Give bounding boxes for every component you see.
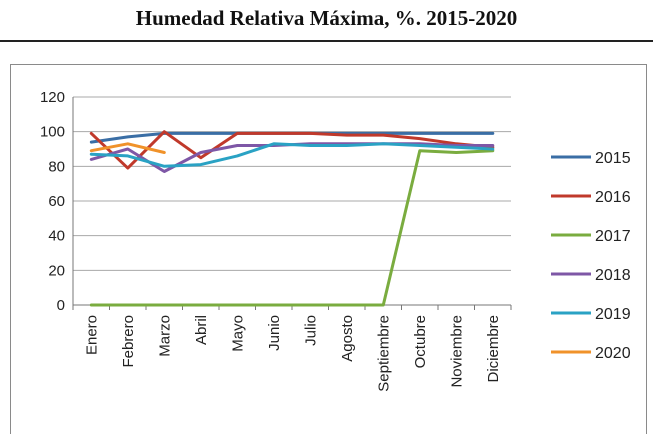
x-tick-label-septiembre: Septiembre [375, 315, 392, 392]
x-tick-label-junio: Junio [266, 315, 283, 351]
legend-label-2018: 2018 [595, 267, 631, 284]
series-line-2016 [89, 130, 495, 170]
legend-label-2015: 2015 [595, 150, 631, 167]
legend-label-2016: 2016 [595, 189, 631, 206]
x-tick-label-febrero: Febrero [120, 315, 137, 368]
y-tick-label-80: 80 [48, 158, 65, 175]
series-line-2020 [89, 142, 166, 154]
y-tick-label-20: 20 [48, 262, 65, 279]
legend-label-2017: 2017 [595, 228, 631, 245]
series-line-2017 [89, 149, 495, 307]
x-tick-label-enero: Enero [83, 315, 100, 355]
x-tick-label-mayo: Mayo [229, 315, 246, 352]
page-title: Humedad Relativa Máxima, %. 2015-2020 [135, 6, 518, 30]
x-tick-label-agosto: Agosto [339, 315, 356, 362]
legend-label-2019: 2019 [595, 306, 631, 323]
x-tick-label-abril: Abril [193, 315, 210, 345]
x-tick-label-octubre: Octubre [412, 315, 429, 368]
title-divider [0, 40, 653, 42]
x-tick-label-noviembre: Noviembre [448, 315, 465, 388]
x-tick-label-marzo: Marzo [156, 315, 173, 357]
chart-frame: 0 20 40 60 80 100 120 Enero Febrero Marzo Abril May… [10, 64, 647, 434]
y-tick-label-60: 60 [48, 193, 65, 210]
y-tick-label-120: 120 [40, 89, 65, 106]
x-tick-label-diciembre: Diciembre [485, 315, 502, 383]
y-tick-label-100: 100 [40, 124, 65, 141]
y-tick-label-40: 40 [48, 228, 65, 245]
legend-label-2020: 2020 [595, 345, 631, 362]
x-tick-label-julio: Julio [302, 315, 319, 346]
series-line-2019 [89, 142, 495, 168]
y-tick-label-0: 0 [57, 297, 65, 314]
line-chart: 0 20 40 60 80 100 120 Enero Febrero Marzo Abril May… [40, 89, 631, 392]
